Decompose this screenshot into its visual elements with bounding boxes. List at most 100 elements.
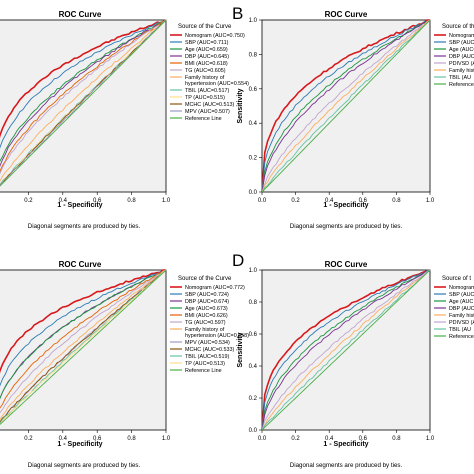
roc-curve-age-auc — [261, 19, 431, 193]
legend-label: MPV (AUC=0.507) — [185, 109, 230, 115]
roc-curve-age-auc-0-673 — [0, 269, 167, 400]
legend-label: TBIL (AU — [449, 327, 471, 333]
legend-label: Reference Line — [185, 368, 222, 374]
legend-label: DBP (AUC=0.674) — [185, 299, 229, 305]
x-tick-label: 1.0 — [162, 436, 171, 442]
chart-panel: ROC Curve 0.2 0.4 0.6 0.8 1.0 1 - Specificity D… — [0, 260, 249, 469]
x-tick-label: 0.8 — [392, 436, 401, 442]
legend-label: MCHC (AUC=0.533) — [185, 347, 234, 353]
legend-label: Reference Line — [185, 116, 222, 122]
y-tick-label: 0.2 — [249, 396, 258, 402]
x-tick-label: 0.8 — [127, 198, 136, 204]
roc-curve-sbp-auc-0-711 — [0, 19, 167, 149]
x-tick-label: 0.8 — [392, 198, 401, 204]
roc-curve-tp-auc-0-513 — [0, 269, 167, 425]
roc-curve-reference-l — [261, 19, 431, 193]
roc-curve-pdivsd-a — [261, 269, 431, 431]
y-tick-label: 0.6 — [249, 87, 258, 93]
legend-label: Age (AUC=0.659) — [185, 47, 228, 53]
legend-label: Family history of hypertension (AUC=0.554… — [185, 75, 249, 87]
x-tick-label: 0.0 — [258, 198, 267, 204]
x-tick-label: 0.6 — [93, 436, 102, 442]
roc-curve-sbp-auc — [261, 269, 431, 431]
legend-label: TG (AUC=0.605) — [185, 68, 226, 74]
legend-label: BMI (AUC=0.626) — [185, 313, 228, 319]
plot-area — [0, 19, 167, 193]
roc-curve-family-histo-hypertension — [261, 19, 431, 193]
x-axis-label: 1 - Specificity — [323, 441, 368, 448]
y-tick-label: 0.8 — [249, 52, 258, 58]
roc-curve-tbil-auc-0-519 — [0, 269, 167, 424]
chart-panel: ROC Curve 0.0 0.2 0.4 0.6 0.8 1.0 0.0 0.2 0.4 0.6 0… — [237, 260, 474, 469]
legend-label: TG (AUC=0.597) — [185, 320, 226, 326]
x-tick-label: 1.0 — [426, 436, 435, 442]
roc-curve-age-auc — [261, 269, 431, 431]
legend-label: TBIL (AU — [449, 75, 471, 81]
legend-label: DBP (AUC=0.645) — [185, 54, 229, 60]
y-tick-label: 0.4 — [249, 121, 258, 127]
roc-curve-tg-auc-0-597 — [0, 269, 167, 414]
y-tick-label: 0.4 — [249, 364, 258, 370]
legend-title: Source of the Curve — [178, 276, 232, 282]
y-tick-label: 1.0 — [249, 268, 258, 274]
legend-label: Family history of hypertension (AUC=0.558… — [185, 327, 249, 339]
roc-curve-mpv-auc-0-507 — [0, 19, 167, 186]
footnote: Diagonal segments are produced by ties. — [28, 462, 141, 469]
legend-label: Age (AUC= — [449, 47, 474, 53]
x-tick-label: 0.2 — [24, 436, 33, 442]
x-tick-label: 0.6 — [359, 436, 368, 442]
y-tick-label: 0.6 — [249, 332, 258, 338]
legend-label: DBP (AUC — [449, 306, 474, 312]
y-tick-label: 0.0 — [249, 190, 258, 196]
legend-title: Source of t — [442, 276, 471, 282]
legend-label: Nomogram (AU — [449, 33, 474, 39]
x-tick-label: 1.0 — [426, 198, 435, 204]
legend-label: TBIL (AUC=0.517) — [185, 88, 229, 94]
legend-title: Source of the — [442, 24, 474, 30]
x-tick-label: 0.2 — [291, 436, 300, 442]
chart-title: ROC Curve — [325, 260, 368, 269]
legend-label: SBP (AUC= — [449, 40, 474, 46]
chart-panel: ROC Curve 0.2 0.4 0.6 0.8 1.0 1 - Specificity D… — [0, 10, 249, 230]
legend-label: TP (AUC=0.513) — [185, 361, 225, 367]
legend-label: Age (AUC=0.673) — [185, 306, 228, 312]
legend-label: Family histo hypertension — [449, 68, 474, 74]
roc-curve-bmi-auc-0-626 — [0, 269, 167, 409]
roc-curve-nomogram-auc-0-750 — [0, 19, 167, 139]
roc-curve-dbp-auc — [261, 269, 431, 431]
roc-curve-family-history-of-hypertension-auc-0-554 — [0, 19, 167, 182]
x-tick-label: 0.4 — [325, 436, 334, 442]
roc-curve-pdivsd-au — [261, 19, 431, 193]
legend-label: SBP (AUC=0.711) — [185, 40, 229, 46]
legend-label: Family histo hypertension — [449, 313, 474, 319]
legend-label: PDIVSD (AU — [449, 61, 474, 67]
legend-label: Age (AUC — [449, 299, 473, 305]
legend-label: PDIVSD (A — [449, 320, 474, 326]
legend-label: MPV (AUC=0.534) — [185, 340, 230, 346]
x-tick-label: 0.2 — [24, 198, 33, 204]
roc-curve-tbil-au — [261, 269, 431, 431]
panel-letter-d: D — [232, 251, 244, 270]
y-tick-label: 0.8 — [249, 300, 258, 306]
legend-label: Nomogram — [449, 285, 474, 291]
y-tick-label: 0.2 — [249, 156, 258, 162]
panel-letter-b: B — [232, 4, 243, 23]
footnote: Diagonal segments are produced by ties. — [290, 462, 403, 469]
y-axis-label: Sensitivity — [237, 332, 244, 367]
chart-title: ROC Curve — [59, 10, 102, 19]
roc-curve-sbp-auc-0-724 — [0, 269, 167, 387]
legend-label: TP (AUC=0.515) — [185, 95, 225, 101]
x-axis-label: 1 - Specificity — [57, 202, 102, 209]
y-tick-label: 0.0 — [249, 428, 258, 434]
plot-area — [0, 269, 167, 431]
x-tick-label: 0.4 — [59, 198, 68, 204]
x-tick-label: 0.6 — [359, 198, 368, 204]
chart-panel: ROC Curve 0.0 0.2 0.4 0.6 0.8 1.0 0.0 0.2 0.4 0.6 0… — [237, 10, 474, 230]
x-tick-label: 0.0 — [258, 436, 267, 442]
roc-curve-nomogram — [261, 269, 431, 431]
roc-curve-nomogram-auc-0-772 — [0, 269, 167, 374]
x-axis-label: 1 - Specificity — [323, 202, 368, 209]
